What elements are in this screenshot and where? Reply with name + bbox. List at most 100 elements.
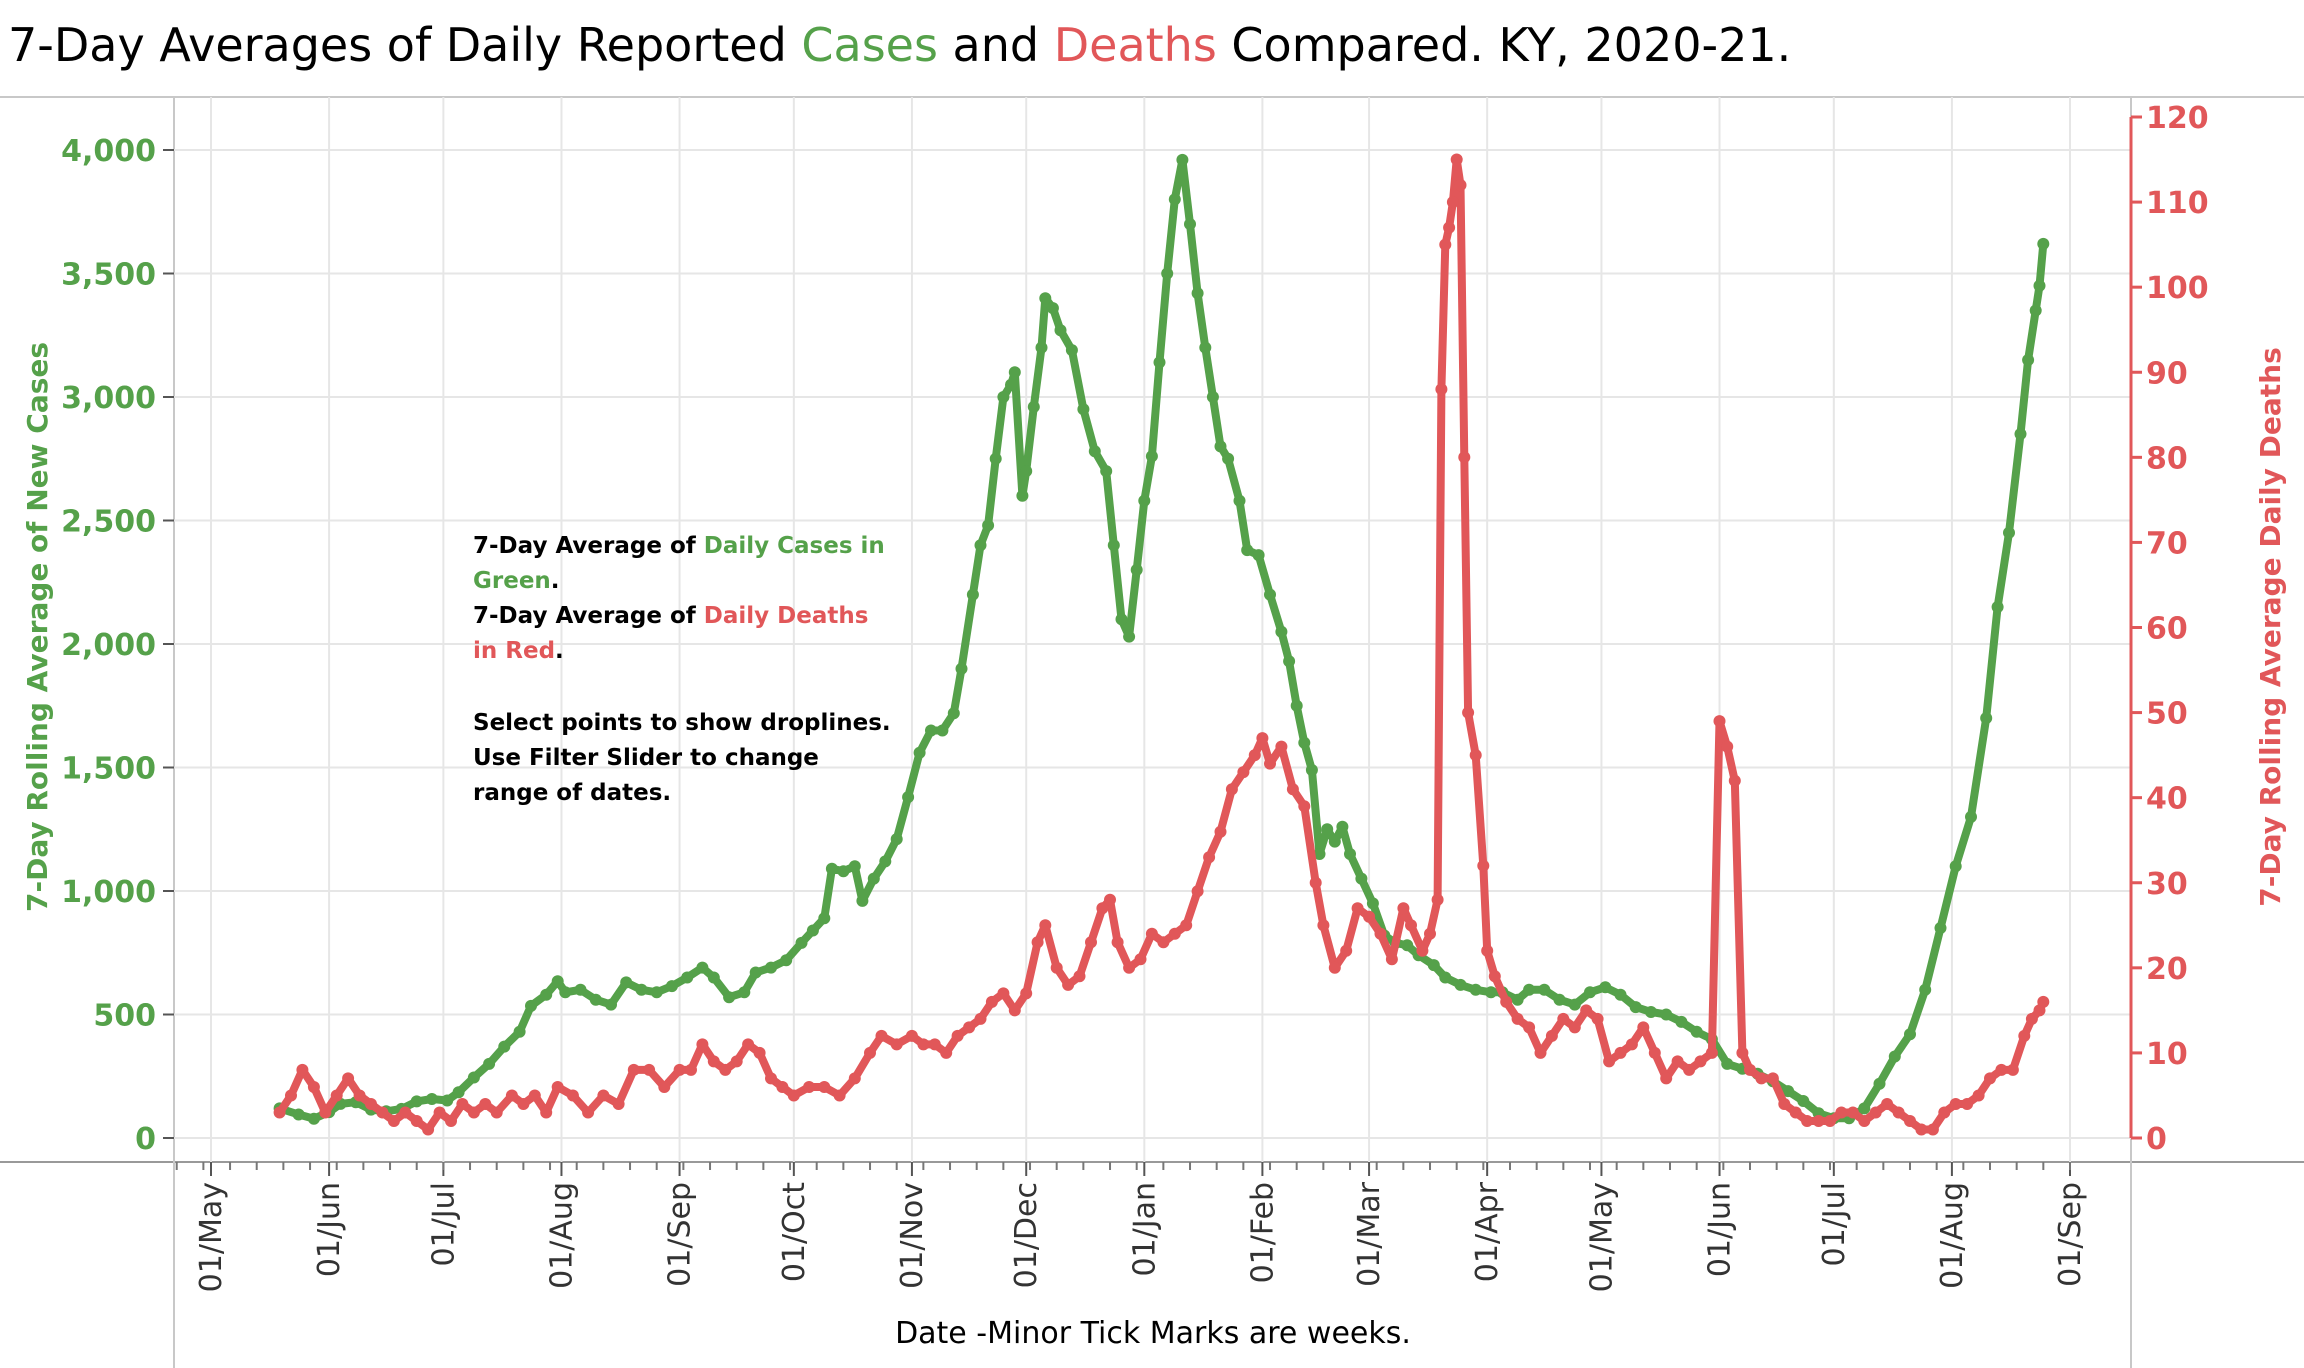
data-point-cases[interactable] xyxy=(1214,440,1227,453)
data-point-deaths[interactable] xyxy=(1511,1012,1524,1025)
data-point-cases[interactable] xyxy=(2033,279,2046,292)
data-point-cases[interactable] xyxy=(1107,539,1120,552)
data-point-deaths[interactable] xyxy=(1085,936,1097,949)
data-point-deaths[interactable] xyxy=(1462,706,1475,719)
data-point-cases[interactable] xyxy=(441,1094,454,1107)
data-point-deaths[interactable] xyxy=(505,1089,518,1102)
data-point-cases[interactable] xyxy=(890,833,903,846)
data-point-cases[interactable] xyxy=(1088,445,1101,458)
data-point-cases[interactable] xyxy=(723,991,736,1004)
data-point-cases[interactable] xyxy=(1298,736,1311,749)
data-point-deaths[interactable] xyxy=(848,1072,861,1085)
data-point-cases[interactable] xyxy=(1328,835,1341,848)
data-point-deaths[interactable] xyxy=(1454,179,1467,192)
data-point-cases[interactable] xyxy=(1138,494,1151,507)
data-point-cases[interactable] xyxy=(307,1112,320,1125)
data-point-cases[interactable] xyxy=(795,936,808,949)
data-point-cases[interactable] xyxy=(1888,1050,1901,1063)
data-point-deaths[interactable] xyxy=(1637,1021,1650,1034)
data-point-cases[interactable] xyxy=(2029,304,2042,317)
data-point-cases[interactable] xyxy=(738,986,751,999)
data-point-cases[interactable] xyxy=(2003,526,2015,539)
data-point-deaths[interactable] xyxy=(1881,1098,1894,1110)
data-point-deaths[interactable] xyxy=(776,1081,789,1093)
data-point-cases[interactable] xyxy=(1020,465,1033,478)
data-point-deaths[interactable] xyxy=(1713,715,1726,728)
data-point-cases[interactable] xyxy=(1264,588,1276,601)
data-point-cases[interactable] xyxy=(1252,549,1265,562)
data-point-cases[interactable] xyxy=(551,975,564,988)
data-point-deaths[interactable] xyxy=(1096,902,1109,915)
data-point-deaths[interactable] xyxy=(1309,876,1322,889)
data-point-cases[interactable] xyxy=(765,961,777,974)
data-point-cases[interactable] xyxy=(1176,153,1189,166)
data-point-deaths[interactable] xyxy=(1039,919,1052,932)
data-point-deaths[interactable] xyxy=(1446,196,1459,209)
data-point-deaths[interactable] xyxy=(422,1123,435,1136)
data-point-cases[interactable] xyxy=(1283,655,1296,668)
data-point-deaths[interactable] xyxy=(1523,1021,1536,1034)
data-point-cases[interactable] xyxy=(635,983,648,996)
data-point-deaths[interactable] xyxy=(517,1098,530,1110)
data-point-cases[interactable] xyxy=(1145,450,1158,463)
data-point-cases[interactable] xyxy=(1645,1006,1657,1018)
data-point-cases[interactable] xyxy=(1191,287,1204,300)
data-point-cases[interactable] xyxy=(818,912,831,925)
data-point-deaths[interactable] xyxy=(1728,774,1741,787)
data-point-deaths[interactable] xyxy=(2037,995,2050,1008)
data-point-deaths[interactable] xyxy=(974,1012,987,1025)
data-point-cases[interactable] xyxy=(837,865,850,878)
data-point-deaths[interactable] xyxy=(1801,1115,1814,1127)
data-point-deaths[interactable] xyxy=(1625,1038,1638,1051)
data-point-deaths[interactable] xyxy=(643,1063,656,1076)
data-point-deaths[interactable] xyxy=(528,1089,541,1102)
data-point-deaths[interactable] xyxy=(597,1089,610,1102)
data-point-deaths[interactable] xyxy=(1500,995,1513,1008)
data-point-deaths[interactable] xyxy=(1603,1055,1616,1068)
data-point-cases[interactable] xyxy=(1690,1025,1703,1038)
data-point-cases[interactable] xyxy=(1130,563,1143,576)
data-point-cases[interactable] xyxy=(848,860,861,873)
data-point-cases[interactable] xyxy=(936,724,949,737)
data-point-deaths[interactable] xyxy=(1835,1106,1848,1119)
data-point-deaths[interactable] xyxy=(1648,1046,1661,1059)
data-point-deaths[interactable] xyxy=(1778,1098,1791,1110)
data-point-deaths[interactable] xyxy=(1824,1115,1836,1127)
data-point-cases[interactable] xyxy=(1039,292,1052,305)
data-point-deaths[interactable] xyxy=(1157,936,1170,949)
data-point-deaths[interactable] xyxy=(551,1081,564,1093)
data-point-cases[interactable] xyxy=(1313,848,1326,860)
data-point-cases[interactable] xyxy=(997,391,1010,403)
data-point-cases[interactable] xyxy=(913,746,926,759)
data-point-deaths[interactable] xyxy=(1766,1072,1779,1085)
data-point-deaths[interactable] xyxy=(1812,1115,1825,1127)
data-point-deaths[interactable] xyxy=(1736,1046,1749,1059)
data-point-cases[interactable] xyxy=(589,993,602,1006)
data-point-deaths[interactable] xyxy=(1534,1046,1547,1059)
data-point-deaths[interactable] xyxy=(456,1098,469,1110)
data-point-deaths[interactable] xyxy=(1256,732,1269,745)
data-point-deaths[interactable] xyxy=(1789,1106,1802,1119)
data-point-deaths[interactable] xyxy=(467,1106,480,1119)
data-point-cases[interactable] xyxy=(989,452,1002,465)
data-point-deaths[interactable] xyxy=(1264,757,1276,770)
data-point-deaths[interactable] xyxy=(1385,953,1398,966)
data-point-deaths[interactable] xyxy=(1062,978,1075,991)
data-point-cases[interactable] xyxy=(1934,922,1947,934)
data-point-deaths[interactable] xyxy=(1374,927,1387,940)
data-point-cases[interactable] xyxy=(902,791,915,804)
data-point-deaths[interactable] xyxy=(1123,961,1136,974)
data-point-deaths[interactable] xyxy=(1134,953,1147,966)
data-point-deaths[interactable] xyxy=(285,1089,297,1102)
data-point-deaths[interactable] xyxy=(1892,1106,1905,1119)
data-point-cases[interactable] xyxy=(1222,452,1235,465)
data-point-cases[interactable] xyxy=(410,1095,423,1108)
data-point-deaths[interactable] xyxy=(875,1029,888,1042)
data-point-cases[interactable] xyxy=(955,662,968,675)
data-point-deaths[interactable] xyxy=(803,1081,816,1093)
data-point-cases[interactable] xyxy=(452,1086,465,1099)
data-point-cases[interactable] xyxy=(1344,848,1356,860)
data-point-deaths[interactable] xyxy=(296,1063,309,1076)
data-point-cases[interactable] xyxy=(1511,993,1524,1006)
data-point-deaths[interactable] xyxy=(1203,851,1216,864)
